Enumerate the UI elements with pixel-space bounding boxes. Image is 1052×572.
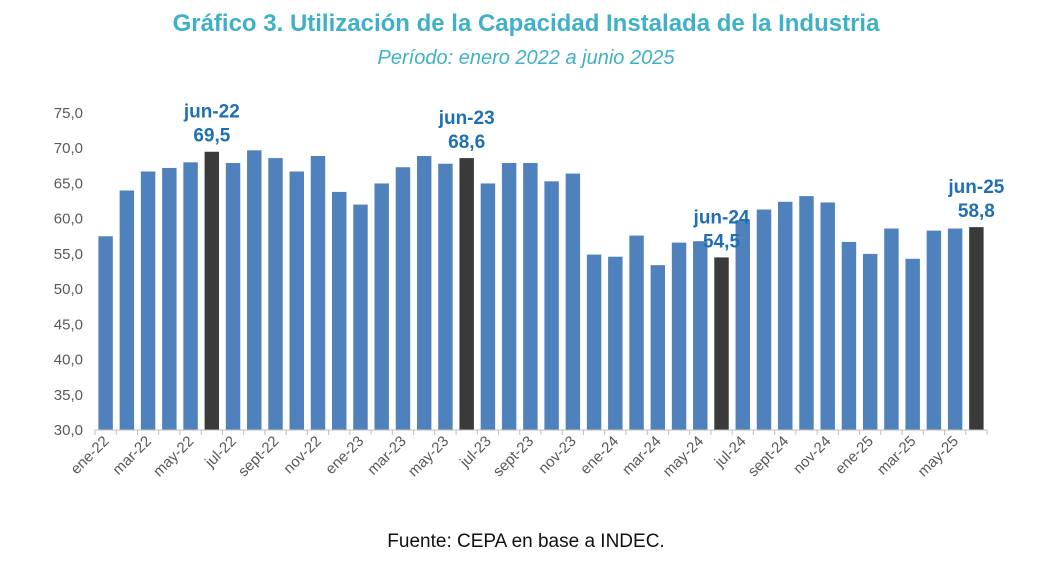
bar-ene-25: [862, 253, 878, 430]
source-note: Fuente: CEPA en base a INDEC.: [387, 531, 665, 552]
x-tick-label: jul-22: [201, 433, 240, 472]
y-tick-label: 65,0: [54, 175, 83, 192]
y-tick-label: 75,0: [54, 105, 83, 122]
bar-oct-23: [544, 181, 559, 430]
x-tick-label: jul-24: [711, 433, 750, 472]
annotation-value: 54,5: [703, 231, 740, 252]
bar-nov-22: [310, 155, 326, 430]
x-tick-label: nov-24: [790, 433, 834, 477]
bar-may-24: [693, 241, 708, 430]
x-tick-label: mar-23: [364, 433, 410, 479]
x-tick-label: may-25: [915, 433, 962, 480]
x-tick-label: nov-23: [535, 433, 579, 477]
annotation-period: jun-25: [947, 177, 1004, 198]
bar-chart: 30,0 35,0 40,0 45,0 50,0 55,0 60,0 65,0 70,0 75,0…: [54, 102, 1005, 480]
bar-feb-22: [119, 190, 135, 430]
x-tick-label: sept-23: [490, 433, 537, 480]
annotation-period: jun-23: [438, 108, 495, 129]
x-axis: [94, 429, 988, 435]
x-tick-label: mar-25: [874, 433, 920, 479]
x-tick-label: ene-24: [577, 433, 622, 478]
bar-mar-24: [650, 265, 666, 430]
y-tick-label: 55,0: [54, 246, 83, 263]
bar-oct-22: [289, 171, 304, 430]
bar-mar-22: [140, 171, 156, 430]
bar-dic-22: [332, 191, 347, 430]
bar-mar-25: [905, 258, 920, 430]
annotation-period: jun-22: [183, 102, 240, 123]
bar-nov-24: [820, 202, 835, 430]
bar-dic-24: [841, 241, 857, 430]
x-tick-label: jul-23: [456, 433, 495, 472]
bar-feb-25: [884, 228, 899, 430]
bar-jul-24: [735, 220, 750, 430]
annotations: jun-22 69,5 jun-23 68,6 jun-24 54,5 jun-25 58,8: [183, 102, 1005, 253]
bar-ago-22: [247, 150, 262, 430]
annotation-value: 69,5: [193, 126, 230, 147]
bar-ene-23: [353, 204, 368, 430]
bar-abr-23: [416, 155, 432, 430]
bar-sept-22: [268, 158, 283, 430]
x-tick-label: ene-23: [322, 433, 367, 478]
bar-may-22: [183, 162, 198, 430]
bars: [98, 150, 984, 431]
bar-abr-25: [926, 230, 942, 430]
bar-mar-23: [395, 167, 411, 431]
bar-feb-24: [629, 235, 644, 430]
y-tick-label: 70,0: [54, 140, 83, 157]
x-tick-label: may-23: [405, 433, 452, 480]
bar-may-23: [438, 163, 453, 430]
x-tick-label: may-22: [150, 433, 197, 480]
y-tick-label: 50,0: [54, 281, 83, 298]
bar-ago-24: [756, 209, 772, 430]
bar-jul-23: [480, 183, 496, 430]
annotation-value: 68,6: [448, 132, 485, 153]
chart-subtitle: Período: enero 2022 a junio 2025: [377, 47, 675, 69]
x-tick-label: sept-24: [745, 433, 792, 480]
annotation-value: 58,8: [958, 201, 995, 222]
bar-jun-23: [459, 158, 474, 430]
chart-title: Gráfico 3. Utilización de la Capacidad I…: [172, 10, 880, 37]
x-tick-label: nov-22: [280, 433, 324, 477]
x-tick-label: ene-25: [832, 433, 877, 478]
bar-nov-23: [565, 173, 581, 430]
y-tick-label: 45,0: [54, 316, 83, 333]
bar-may-25: [947, 228, 963, 430]
y-tick-label: 35,0: [54, 387, 83, 404]
bar-ene-22: [98, 236, 113, 430]
bar-sept-23: [523, 163, 538, 430]
x-tick-label: sept-22: [235, 433, 282, 480]
x-tick-label: mar-24: [619, 433, 665, 479]
x-tick-label: ene-22: [67, 433, 112, 478]
bar-jul-22: [225, 163, 241, 430]
bar-abr-24: [671, 242, 687, 430]
y-tick-label: 60,0: [54, 211, 83, 228]
bar-feb-23: [374, 183, 389, 430]
y-axis-ticks: 30,0 35,0 40,0 45,0 50,0 55,0 60,0 65,0 70,0 75,0: [54, 105, 83, 439]
y-tick-label: 30,0: [54, 422, 83, 439]
bar-jun-25: [969, 227, 984, 430]
bar-ene-24: [608, 256, 623, 430]
bar-dic-23: [586, 254, 602, 430]
annotation-period: jun-24: [693, 207, 750, 228]
bar-jun-22: [204, 151, 220, 431]
bar-abr-22: [162, 167, 177, 430]
x-tick-label: mar-22: [109, 433, 155, 479]
y-tick-label: 40,0: [54, 352, 83, 369]
bar-oct-24: [799, 196, 814, 430]
bar-sept-24: [778, 201, 793, 430]
x-tick-label: may-24: [660, 433, 707, 480]
bar-jun-24: [714, 257, 729, 430]
bar-ago-23: [501, 163, 517, 430]
